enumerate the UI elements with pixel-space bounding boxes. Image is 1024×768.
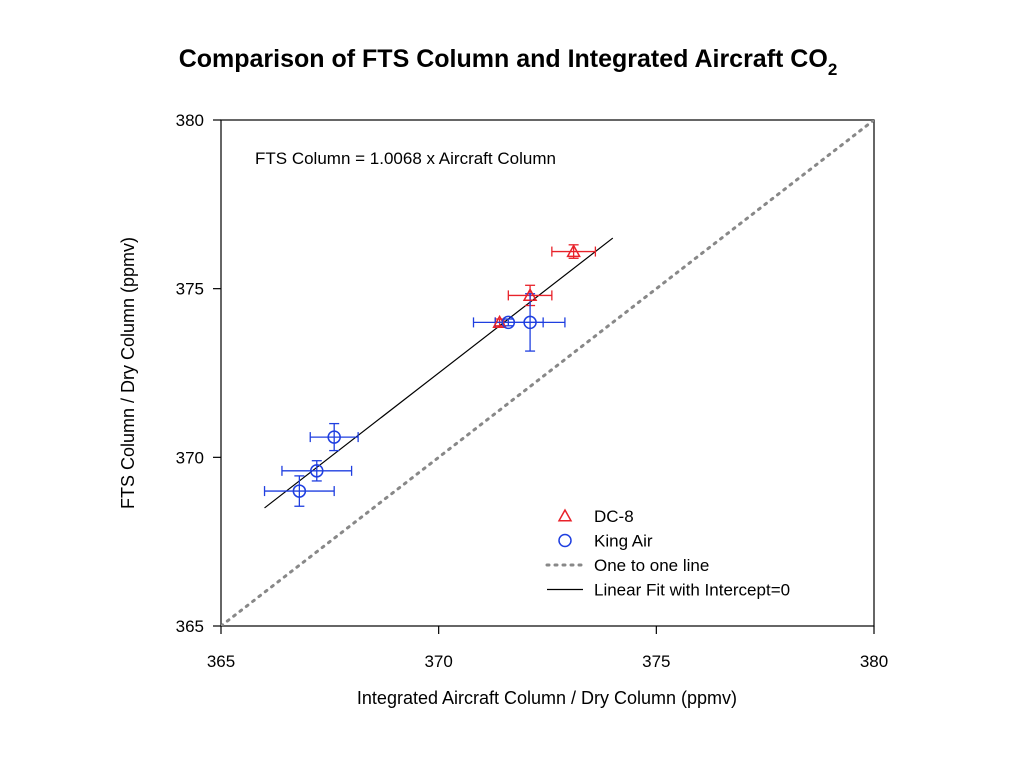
x-axis: 365 370 375 380 <box>207 626 888 671</box>
legend-item-king-air: King Air <box>558 532 653 551</box>
x-tick-label: 375 <box>642 652 670 671</box>
one-to-one-line <box>221 120 874 626</box>
markers-layer <box>292 244 581 498</box>
legend-label: King Air <box>594 532 653 551</box>
y-tick-label: 365 <box>176 617 204 636</box>
x-tick-label: 365 <box>207 652 235 671</box>
dc-8-point <box>566 244 581 258</box>
king-air-errorbar <box>263 475 335 507</box>
king-air-point <box>327 430 341 444</box>
legend-item-one-to-one-line: One to one line <box>545 556 709 575</box>
legend-label: Linear Fit with Intercept=0 <box>594 581 790 600</box>
y-tick-label: 380 <box>176 111 204 130</box>
king-air-point <box>292 484 307 498</box>
dc-8-point <box>522 287 538 301</box>
y-tick-label: 370 <box>176 448 204 467</box>
plot-frame <box>220 119 875 627</box>
legend: DC-8 King Air One to one line Linear Fit wi… <box>545 507 790 600</box>
legend-item-linear-fit-with-intercept-0: Linear Fit with Intercept=0 <box>547 581 790 600</box>
x-tick-label: 380 <box>860 652 888 671</box>
king-air-errorbar <box>281 460 353 482</box>
king-air-point <box>523 315 537 330</box>
legend-triangle-icon <box>557 508 573 522</box>
legend-label: DC-8 <box>594 507 634 526</box>
king-air-point <box>501 315 516 330</box>
y-tick-label: 375 <box>176 280 204 299</box>
y-axis: 365 370 375 380 <box>176 111 221 636</box>
legend-label: One to one line <box>594 556 709 575</box>
legend-item-dc-8: DC-8 <box>557 507 634 526</box>
fit-equation-annotation: FTS Column = 1.0068 x Aircraft Column <box>255 149 556 168</box>
chart-title: Comparison of FTS Column and Integrated … <box>179 45 838 79</box>
legend-circle-icon <box>558 533 572 548</box>
king-air-point <box>310 464 324 478</box>
chart-title-subscript: 2 <box>828 60 837 79</box>
chart-title-main: Comparison of FTS Column and Integrated … <box>179 45 828 73</box>
lines-layer <box>221 120 874 626</box>
king-air-errorbar <box>494 293 566 352</box>
y-axis-label: FTS Column / Dry Column (ppmv) <box>118 237 138 509</box>
x-axis-label: Integrated Aircraft Column / Dry Column … <box>357 688 737 708</box>
linear-fit-line <box>264 237 614 509</box>
x-tick-label: 370 <box>424 652 452 671</box>
king-air-errorbar <box>309 422 359 452</box>
